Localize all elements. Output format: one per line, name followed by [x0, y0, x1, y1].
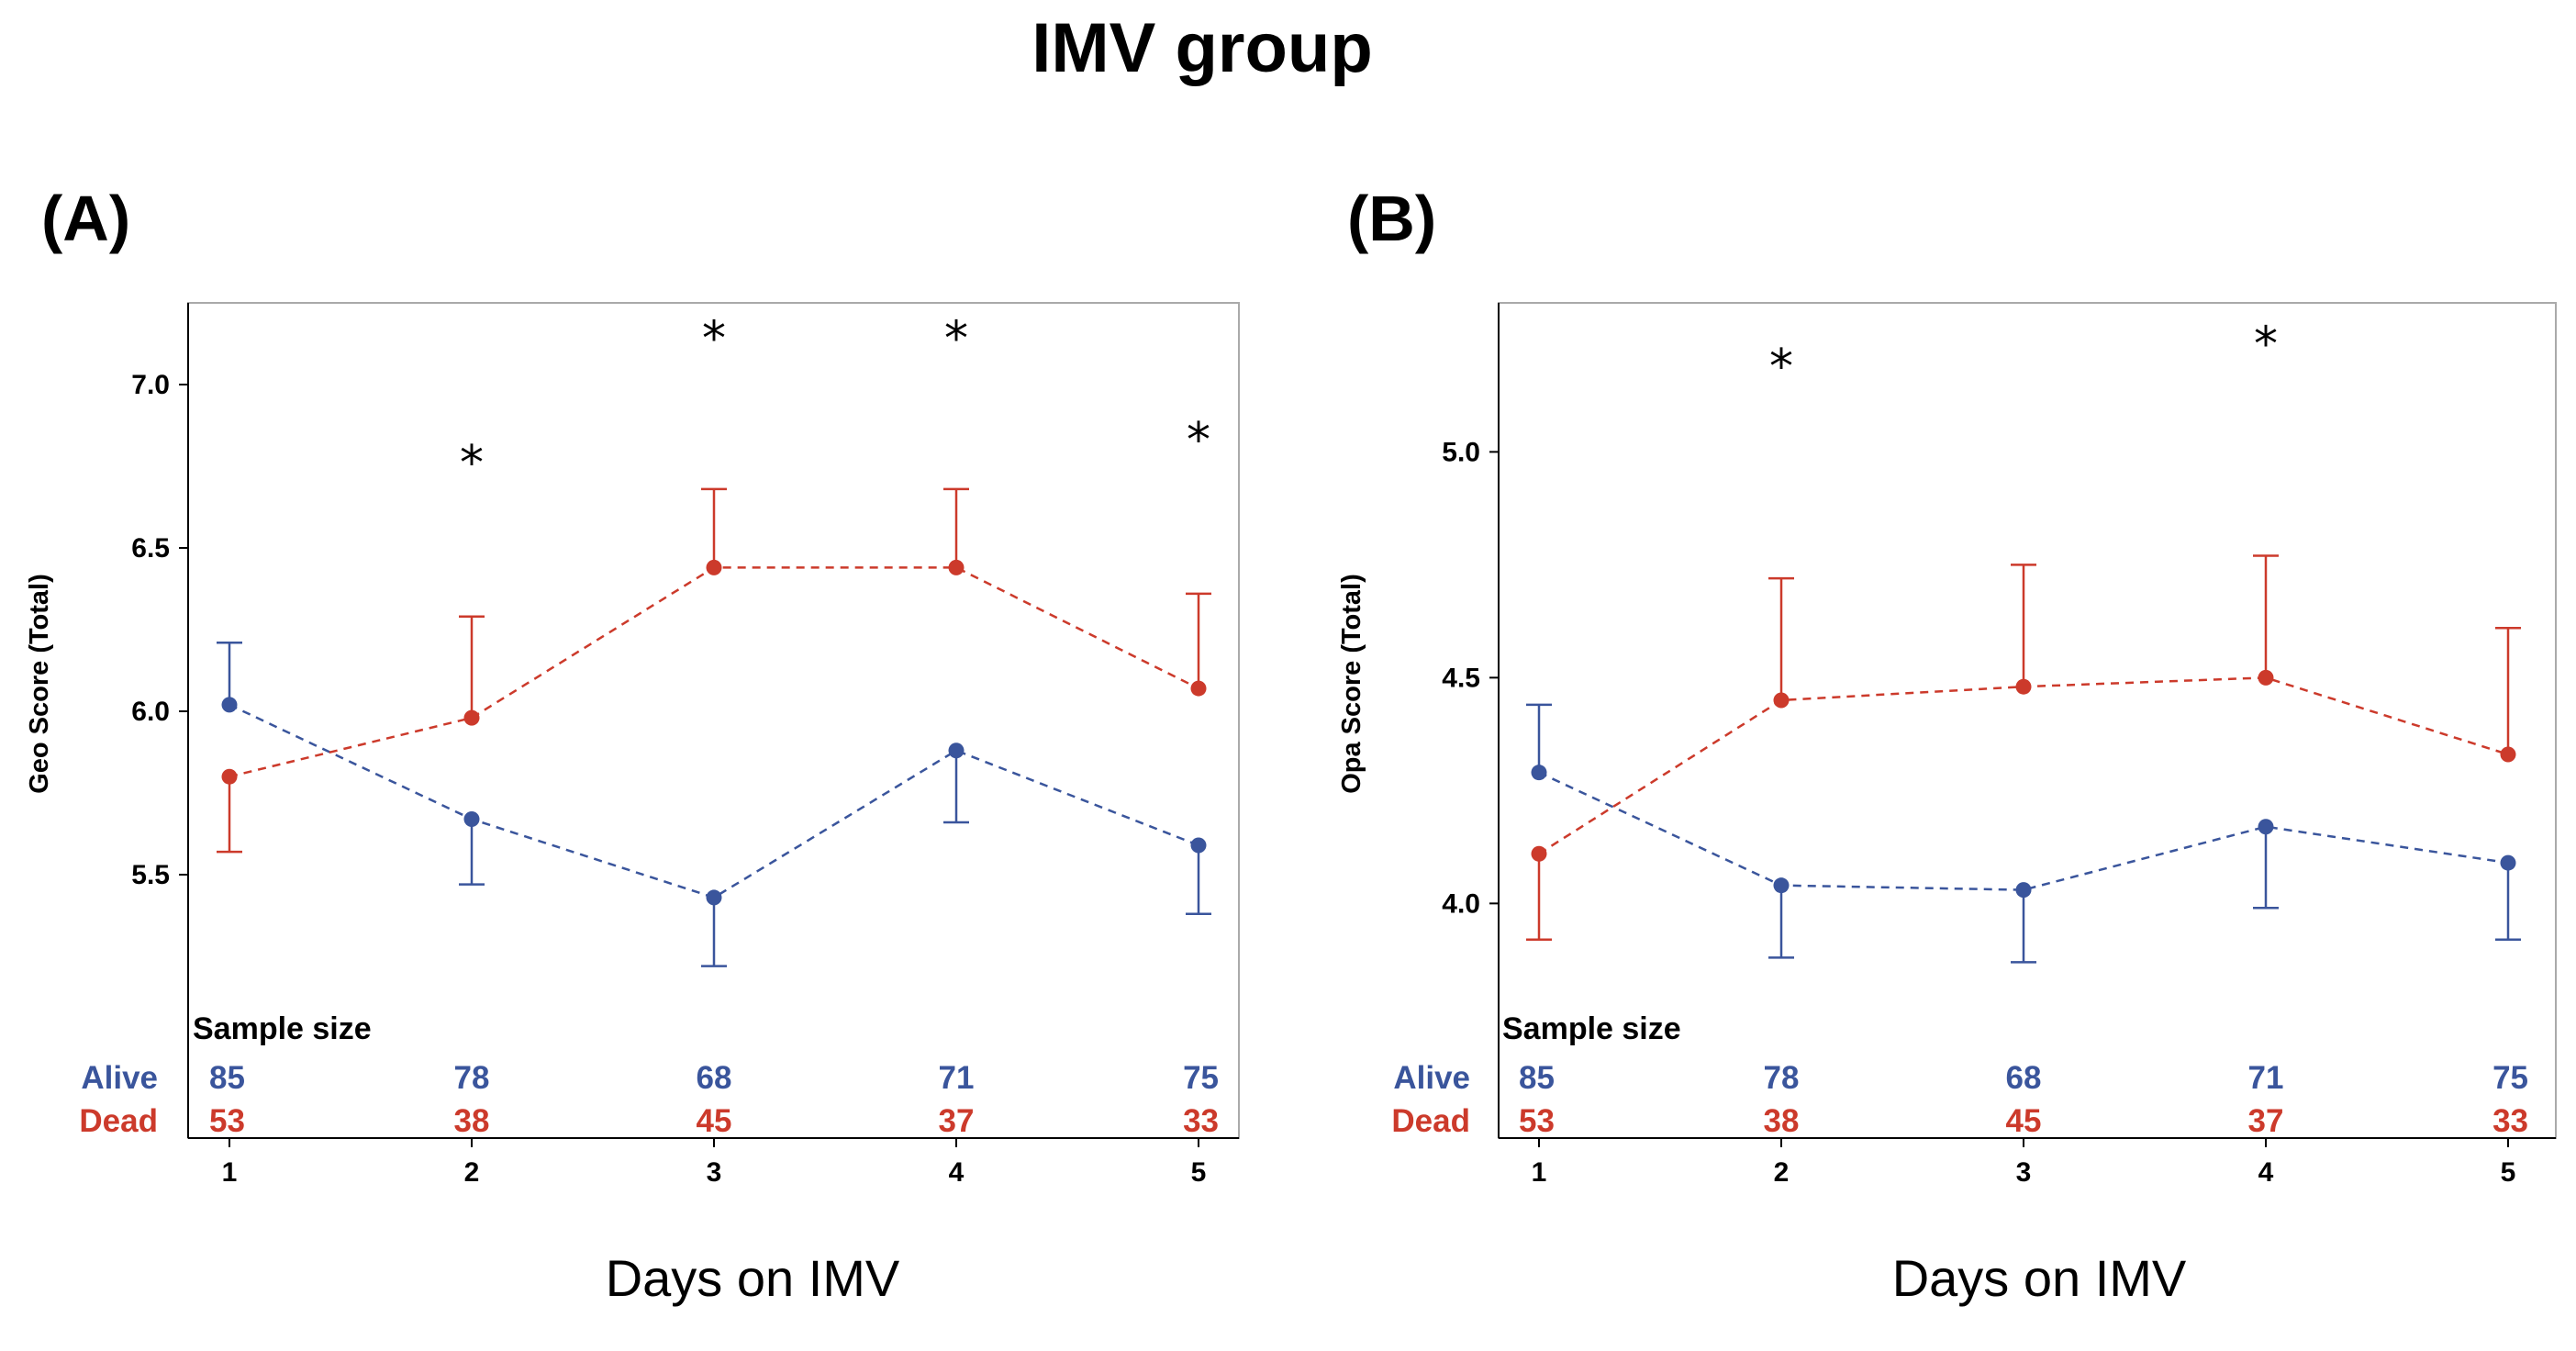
alive-row-label: Alive [81, 1060, 158, 1096]
data-point [1531, 845, 1547, 862]
x-axis-label: Days on IMV [1892, 1249, 2187, 1307]
alive-row-label: Alive [1393, 1060, 1470, 1096]
significance-marker: * [1187, 413, 1210, 468]
significance-marker: * [1769, 340, 1793, 395]
dead-count: 37 [2248, 1103, 2284, 1139]
significance-marker: * [944, 311, 968, 366]
alive-count: 85 [1519, 1060, 1555, 1096]
x-tick-label: 3 [707, 1157, 722, 1188]
alive-count: 78 [1764, 1060, 1800, 1096]
significance-marker: * [460, 436, 484, 491]
data-point [706, 559, 722, 575]
alive-count: 85 [209, 1060, 245, 1096]
data-point [1190, 680, 1207, 697]
data-point [2015, 882, 2032, 899]
series-line [1538, 676, 2509, 855]
significance-marker: * [702, 311, 726, 366]
x-tick-label: 5 [2501, 1157, 2516, 1188]
data-point [2500, 854, 2516, 871]
significance-marker: * [2254, 317, 2278, 372]
alive-count: 78 [454, 1060, 490, 1096]
y-axis-label: Opa Score (Total) [1337, 574, 1366, 794]
series-line [1538, 771, 2509, 891]
dead-count: 45 [697, 1103, 732, 1139]
data-point [2015, 678, 2032, 695]
sample-size-title: Sample size [193, 1011, 372, 1046]
data-point [1773, 692, 1790, 709]
dead-count: 33 [2492, 1103, 2528, 1139]
data-point [706, 889, 722, 906]
dead-count: 53 [1519, 1103, 1555, 1139]
data-point [2258, 819, 2274, 835]
data-point [221, 768, 238, 785]
y-tick-label: 4.0 [1442, 888, 1480, 919]
data-point [221, 697, 238, 713]
x-tick-label: 5 [1191, 1157, 1207, 1188]
data-point [1190, 837, 1207, 854]
data-point [948, 559, 965, 575]
y-tick-label: 4.5 [1442, 663, 1480, 693]
y-tick-label: 5.5 [131, 860, 170, 890]
x-tick-label: 2 [1774, 1157, 1790, 1188]
data-point [463, 709, 480, 726]
data-point [463, 810, 480, 827]
dead-count: 38 [454, 1103, 490, 1139]
x-tick-label: 3 [2016, 1157, 2032, 1188]
series-alive [1526, 703, 2521, 964]
dead-row-label: Dead [79, 1103, 158, 1139]
series-line [229, 566, 1199, 778]
alive-count: 75 [2492, 1060, 2528, 1096]
panel-label: (A) [41, 183, 130, 254]
y-tick-label: 6.5 [131, 533, 170, 564]
dead-count: 33 [1183, 1103, 1219, 1139]
alive-count: 68 [2006, 1060, 2042, 1096]
sample-size-title: Sample size [1502, 1011, 1681, 1046]
data-point [2500, 746, 2516, 763]
data-point [2258, 669, 2274, 686]
x-tick-label: 1 [1532, 1157, 1547, 1188]
x-tick-label: 4 [949, 1157, 965, 1188]
data-point [1531, 765, 1547, 781]
dead-row-label: Dead [1391, 1103, 1470, 1139]
series-dead [1526, 554, 2521, 941]
x-tick-label: 2 [464, 1157, 480, 1188]
alive-count: 71 [2248, 1060, 2284, 1096]
y-tick-label: 5.0 [1442, 437, 1480, 467]
y-tick-label: 6.0 [131, 697, 170, 727]
series-dead [217, 487, 1211, 854]
alive-count: 71 [939, 1060, 975, 1096]
dead-count: 45 [2006, 1103, 2042, 1139]
dead-count: 37 [939, 1103, 975, 1139]
alive-count: 75 [1183, 1060, 1219, 1096]
x-tick-label: 4 [2258, 1157, 2274, 1188]
alive-count: 68 [697, 1060, 732, 1096]
data-point [948, 742, 965, 759]
dead-count: 38 [1764, 1103, 1800, 1139]
dead-count: 53 [209, 1103, 245, 1139]
panel-label: (B) [1347, 183, 1436, 254]
y-tick-label: 7.0 [131, 370, 170, 400]
x-tick-label: 1 [222, 1157, 238, 1188]
series-alive [217, 641, 1211, 967]
series-line [229, 703, 1199, 899]
x-axis-label: Days on IMV [606, 1249, 900, 1307]
data-point [1773, 877, 1790, 894]
y-axis-label: Geo Score (Total) [25, 574, 54, 794]
figure-title: IMV group [1032, 9, 1373, 87]
